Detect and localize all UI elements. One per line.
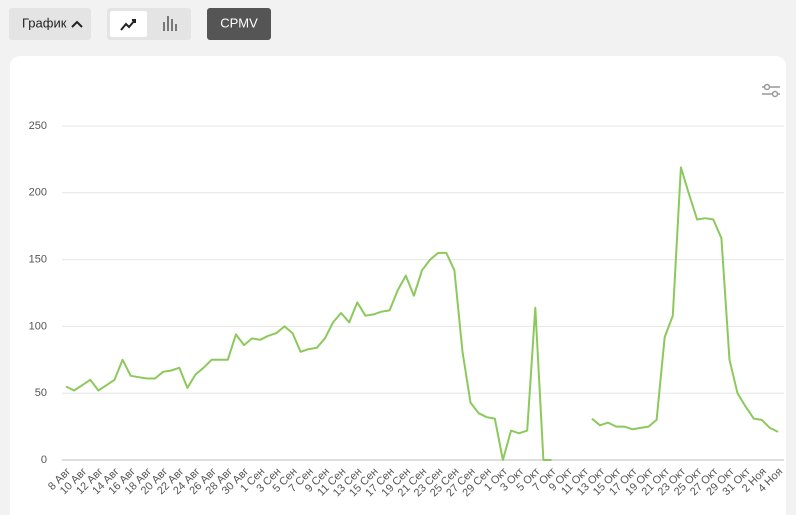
metric-button[interactable] [207, 8, 271, 40]
y-tick-label: 50 [35, 387, 47, 399]
y-tick-label: 100 [29, 320, 47, 332]
graph-button-label: График [22, 15, 67, 30]
bar-view-button[interactable] [163, 16, 177, 31]
y-tick-label: 250 [29, 120, 47, 132]
y-tick-label: 0 [41, 454, 47, 466]
metric-button-label: CPMV [220, 15, 258, 30]
chevron-icon [71, 20, 83, 28]
data-line [65, 166, 779, 461]
y-tick-label: 150 [29, 254, 47, 266]
chart-card [10, 56, 786, 515]
line-icon [120, 19, 136, 31]
y-tick-label: 200 [29, 187, 47, 199]
graph-button[interactable] [9, 8, 91, 40]
settings-icon[interactable] [762, 83, 780, 98]
line-view-button[interactable] [110, 11, 147, 37]
